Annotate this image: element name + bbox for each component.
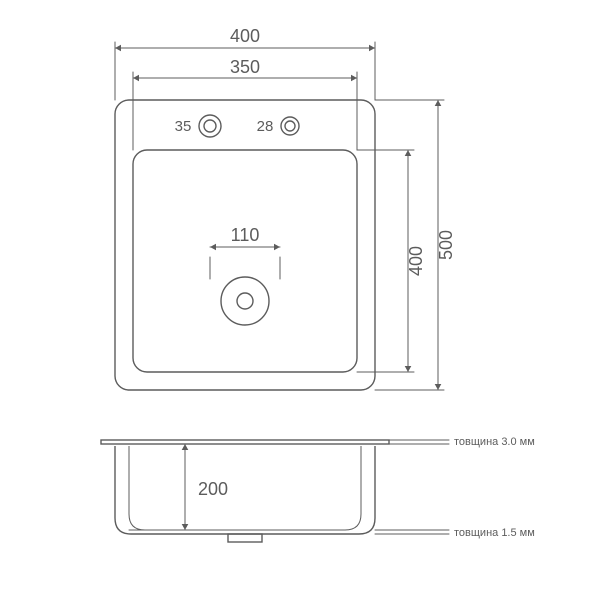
dim-width-outer: 400 [230,26,260,46]
label-thickness-bottom: товщина 1.5 мм [454,527,535,539]
tap-hole-right-outer [281,117,299,135]
dim-width-inner: 350 [230,57,260,77]
side-flange [101,440,389,444]
dim-height-inner: 400 [406,246,426,276]
dim-height-outer: 500 [436,230,456,260]
tap-hole-left-label: 35 [175,118,192,135]
side-bowl-inner [129,446,361,530]
drain-inner-circle [237,293,253,309]
dim-depth: 200 [198,479,228,499]
side-bowl-outer [115,446,375,534]
sink-top-bowl [133,150,357,372]
tap-hole-right-label: 28 [257,118,274,135]
side-drain-stub [228,534,262,542]
label-thickness-top: товщина 3.0 мм [454,436,535,448]
tap-hole-left-outer [199,115,221,137]
dim-drain-width: 110 [231,225,260,245]
tap-hole-right-inner [285,121,295,131]
tap-hole-left-inner [204,120,216,132]
drain-outer-circle [221,277,269,325]
sink-top-outer [115,100,375,390]
